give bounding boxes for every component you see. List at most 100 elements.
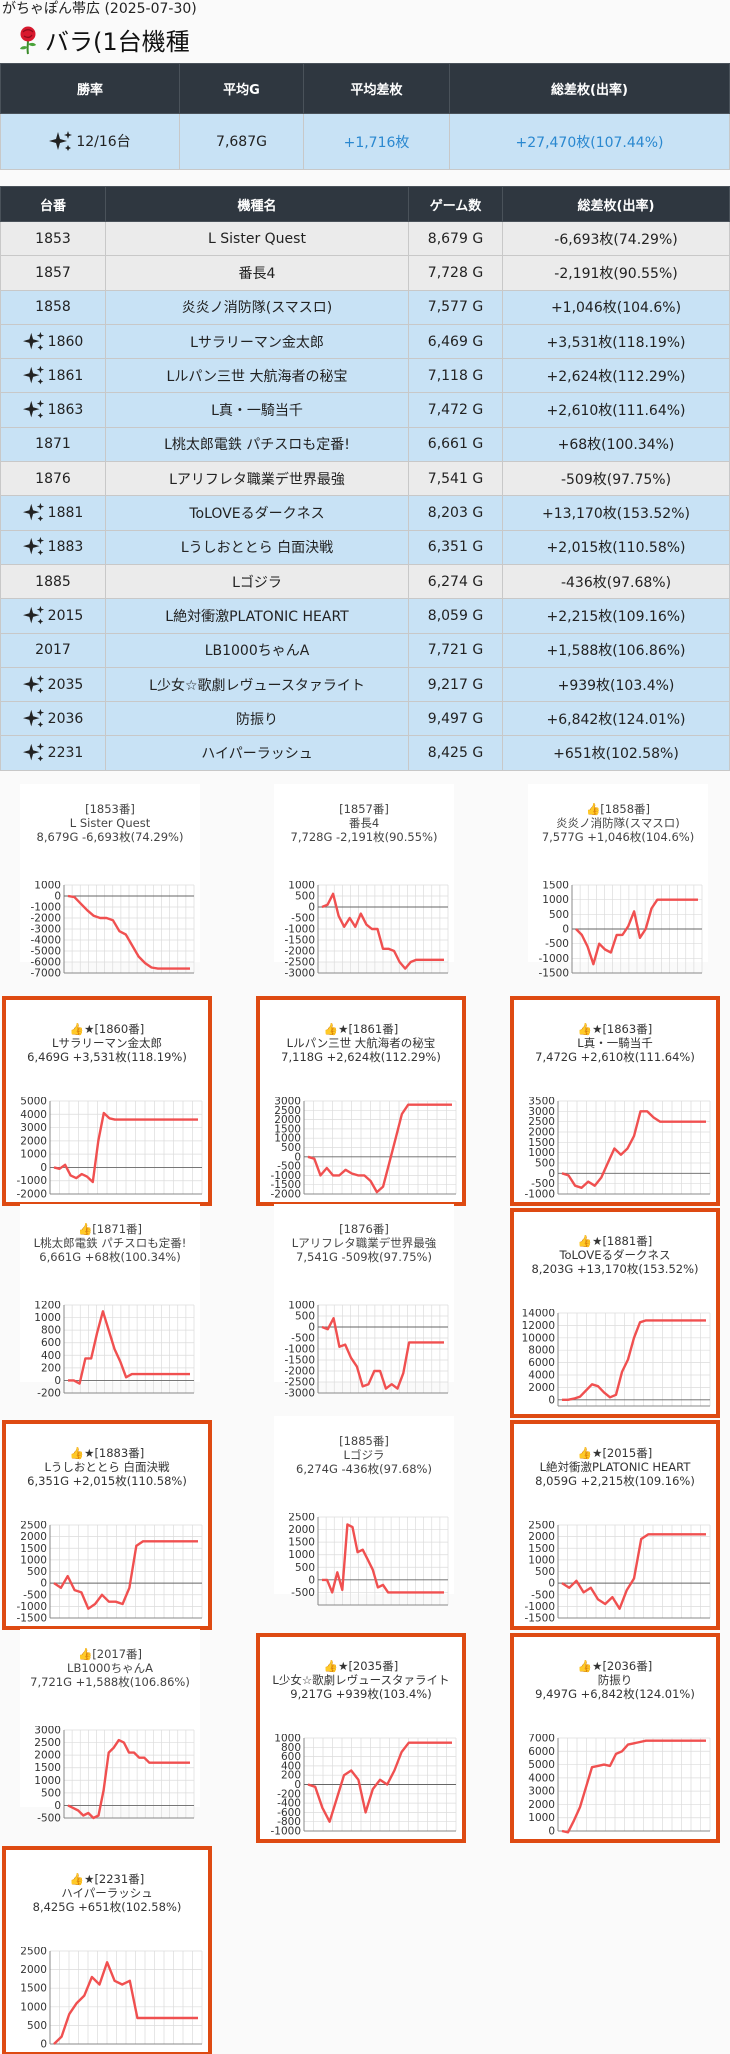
star-icon: ★ [338, 1022, 349, 1036]
chart-machine-name: L Sister Quest [69, 816, 151, 830]
games-value: 8,059 G [408, 598, 503, 634]
chart-card[interactable]: 👍★[2035番] L少女☆歌劇レヴュースタァライト 9,217G +939枚(10… [256, 1633, 466, 1843]
chart-header: 👍★[1860番] Lサラリーマン金太郎 6,469G +3,531枚(118.19… [6, 1022, 208, 1064]
y-tick-label: -1000 [538, 953, 569, 965]
unit-no-cell: 1863 [0, 392, 106, 428]
chart-card[interactable]: 👍★[2036番] 防振り 9,497G +6,842枚(124.01%) 7000 6… [510, 1633, 720, 1843]
table-row[interactable]: 1885 Lゴジラ 6,274 G -436枚(97.68%) [0, 563, 730, 600]
table-row[interactable]: 2017 LB1000ちゃんA 7,721 G +1,588枚(106.86%) [0, 632, 730, 668]
chart-card[interactable]: 👍★[2015番] L絶対衝激PLATONIC HEART 8,059G +2,21… [510, 1420, 720, 1630]
y-tick-label: 2500 [20, 1521, 47, 1532]
table-row[interactable]: 2035 L少女☆歌劇レヴュースタァライト 9,217 G +939枚(103.4%) [0, 666, 730, 703]
unit-no-cell: 2015 [0, 598, 106, 634]
y-tick-label: 0 [548, 1168, 555, 1180]
total-diff-value: +651枚(102.58%) [502, 735, 730, 771]
chart-title: [1857番] [339, 802, 389, 816]
y-tick-label: 0 [40, 1578, 47, 1590]
chart-card[interactable]: 👍[1871番] L桃太郎電鉄 パチスロも定番! 6,661G +68枚(100.3… [20, 1204, 200, 1400]
star-icon: ★ [84, 1872, 95, 1886]
unit-no: 1860 [47, 333, 84, 350]
y-tick-label: 2000 [528, 1799, 555, 1811]
y-tick-label: 0 [294, 1151, 301, 1163]
y-tick-label: -1000 [16, 1175, 47, 1187]
chart-card[interactable]: [1853番] L Sister Quest 8,679G -6,693枚(74.2… [20, 784, 200, 980]
chart-card[interactable]: 👍★[1861番] Lルパン三世 大航海者の秘宝 7,118G +2,624枚(11… [256, 996, 466, 1206]
chart-card[interactable]: [1885番] Lゴジラ 6,274G -436枚(97.68%) 2500 2000 1… [274, 1416, 454, 1606]
table-row[interactable]: 1858 炎炎ノ消防隊(スマスロ) 7,577 G +1,046枚(104.6%) [0, 289, 730, 325]
chart-header: 👍★[2015番] L絶対衝激PLATONIC HEART 8,059G +2,21… [514, 1446, 716, 1488]
y-tick-label: 2500 [528, 1521, 555, 1532]
chart-machine-name: L桃太郎電鉄 パチスロも定番! [33, 1236, 187, 1250]
y-tick-label: 400 [281, 1760, 301, 1772]
chart-card[interactable]: 👍★[1863番] L真・一騎当千 7,472G +2,610枚(111.64%) 3… [510, 996, 720, 1206]
unit-no: 1863 [47, 402, 84, 419]
chart-title-line: 👍★[1861番] [260, 1022, 462, 1036]
y-tick-label: 1000 [20, 1554, 47, 1566]
table-row[interactable]: 1853 L Sister Quest 8,679 G -6,693枚(74.29%) [0, 220, 730, 257]
y-tick-label: 0 [548, 1394, 555, 1406]
table-row[interactable]: 2036 防振り 9,497 G +6,842枚(124.01%) [0, 701, 730, 737]
series-line [307, 1103, 452, 1194]
series-line [53, 1111, 198, 1184]
y-tick-label: 1000 [528, 1147, 555, 1159]
chart-title-line: [1885番] [274, 1434, 454, 1448]
y-tick-label: -1500 [538, 968, 569, 980]
chart-title-line: 👍★[1860番] [6, 1022, 208, 1036]
chart-card[interactable]: 👍★[1860番] Lサラリーマン金太郎 6,469G +3,531枚(118.19… [2, 996, 212, 1206]
chart-card[interactable]: 👍[1858番] 炎炎ノ消防隊(スマスロ) 7,577G +1,046枚(104.6… [528, 784, 708, 980]
table-row[interactable]: 1883 Lうしおととら 白面決戦 6,351 G +2,015枚(110.58%) [0, 529, 730, 565]
unit-no: 1853 [35, 230, 71, 247]
y-tick-label: 6000 [528, 1746, 555, 1758]
games-value: 8,425 G [408, 735, 503, 771]
table-row[interactable]: 2015 L絶対衝激PLATONIC HEART 8,059 G +2,215枚(10… [0, 598, 730, 634]
y-tick-label: -6000 [30, 957, 61, 969]
chart-card[interactable]: [1876番] Lアリフレタ職業デ世界最強 7,541G -509枚(97.75%)… [274, 1204, 454, 1400]
chart-title-line: 👍★[1863番] [514, 1022, 716, 1036]
chart-machine-name: Lサラリーマン金太郎 [52, 1036, 162, 1050]
chart-card[interactable]: [1857番] 番長4 7,728G -2,191枚(90.55%) 1000 500 0… [274, 784, 454, 980]
y-tick-label: -1500 [284, 1355, 315, 1367]
chart-card[interactable]: 👍★[2231番] ハイパーラッシュ 8,425G +651枚(102.58%) 25… [2, 1846, 212, 2054]
y-tick-label: 800 [41, 1325, 61, 1337]
chart-card[interactable]: 👍[2017番] LB1000ちゃんA 7,721G +1,588枚(106.86%… [20, 1629, 200, 1825]
y-tick-label: -3000 [284, 968, 315, 980]
table-row[interactable]: 2231 ハイパーラッシュ 8,425 G +651枚(102.58%) [0, 735, 730, 771]
thumbs-up-icon: 👍 [577, 1446, 593, 1460]
plot-grid [557, 1100, 711, 1195]
unit-no-cell: 2231 [0, 735, 106, 771]
y-tick-label: 3500 [528, 1097, 555, 1108]
table-row[interactable]: 1876 Lアリフレタ職業デ世界最強 7,541 G -509枚(97.75%) [0, 461, 730, 497]
table-row[interactable]: 1857 番長4 7,728 G -2,191枚(90.55%) [0, 255, 730, 291]
machine-name: 番長4 [105, 255, 409, 291]
y-tick-label: 0 [40, 2039, 47, 2051]
sparkle-icon [22, 743, 44, 762]
plot-grid [557, 1524, 711, 1619]
y-tick-label: 200 [41, 1362, 61, 1374]
total-value: +27,470枚(107.44%) [449, 113, 730, 170]
sparkle-icon [22, 502, 44, 522]
y-tick-label: 500 [295, 1311, 315, 1323]
table-row[interactable]: 1871 L桃太郎電鉄 パチスロも定番! 6,661 G +68枚(100.34%) [0, 426, 730, 463]
star-icon: ★ [338, 1659, 349, 1673]
chart-card[interactable]: 👍★[1883番] Lうしおととら 白面決戦 6,351G +2,015枚(110.… [2, 1420, 212, 1630]
table-row[interactable]: 1863 L真・一騎当千 7,472 G +2,610枚(111.64%) [0, 392, 730, 428]
plot-grid [317, 1516, 449, 1605]
summary-table: 勝率 平均G 平均差枚 総差枚(出率) 12/16台 7,687G +1,716… [0, 63, 730, 170]
y-tick-label: 0 [562, 924, 569, 936]
chart-header: 👍[1858番] 炎炎ノ消防隊(スマスロ) 7,577G +1,046枚(104.6… [528, 802, 708, 844]
y-tick-label: -1500 [16, 1613, 47, 1625]
table-row[interactable]: 1881 ToLOVEるダークネス 8,203 G +13,170枚(153.52%) [0, 495, 730, 531]
table-row[interactable]: 1860 Lサラリーマン金太郎 6,469 G +3,531枚(118.19%) [0, 323, 730, 360]
chart-machine-name: 防振り [597, 1673, 633, 1687]
unit-no: 1885 [35, 573, 71, 590]
chart-title: [2036番] [602, 1659, 653, 1673]
table-row[interactable]: 1861 Lルパン三世 大航海者の秘宝 7,118 G +2,624枚(112.29%… [0, 358, 730, 394]
chart-title-line: [1876番] [274, 1222, 454, 1236]
y-tick-label: 12000 [522, 1320, 555, 1332]
chart-card[interactable]: 👍★[1881番] ToLOVEるダークネス 8,203G +13,170枚(153… [510, 1208, 720, 1418]
chart-header: [1885番] Lゴジラ 6,274G -436枚(97.68%) [274, 1434, 454, 1476]
y-tick-label: 1000 [528, 1812, 555, 1824]
